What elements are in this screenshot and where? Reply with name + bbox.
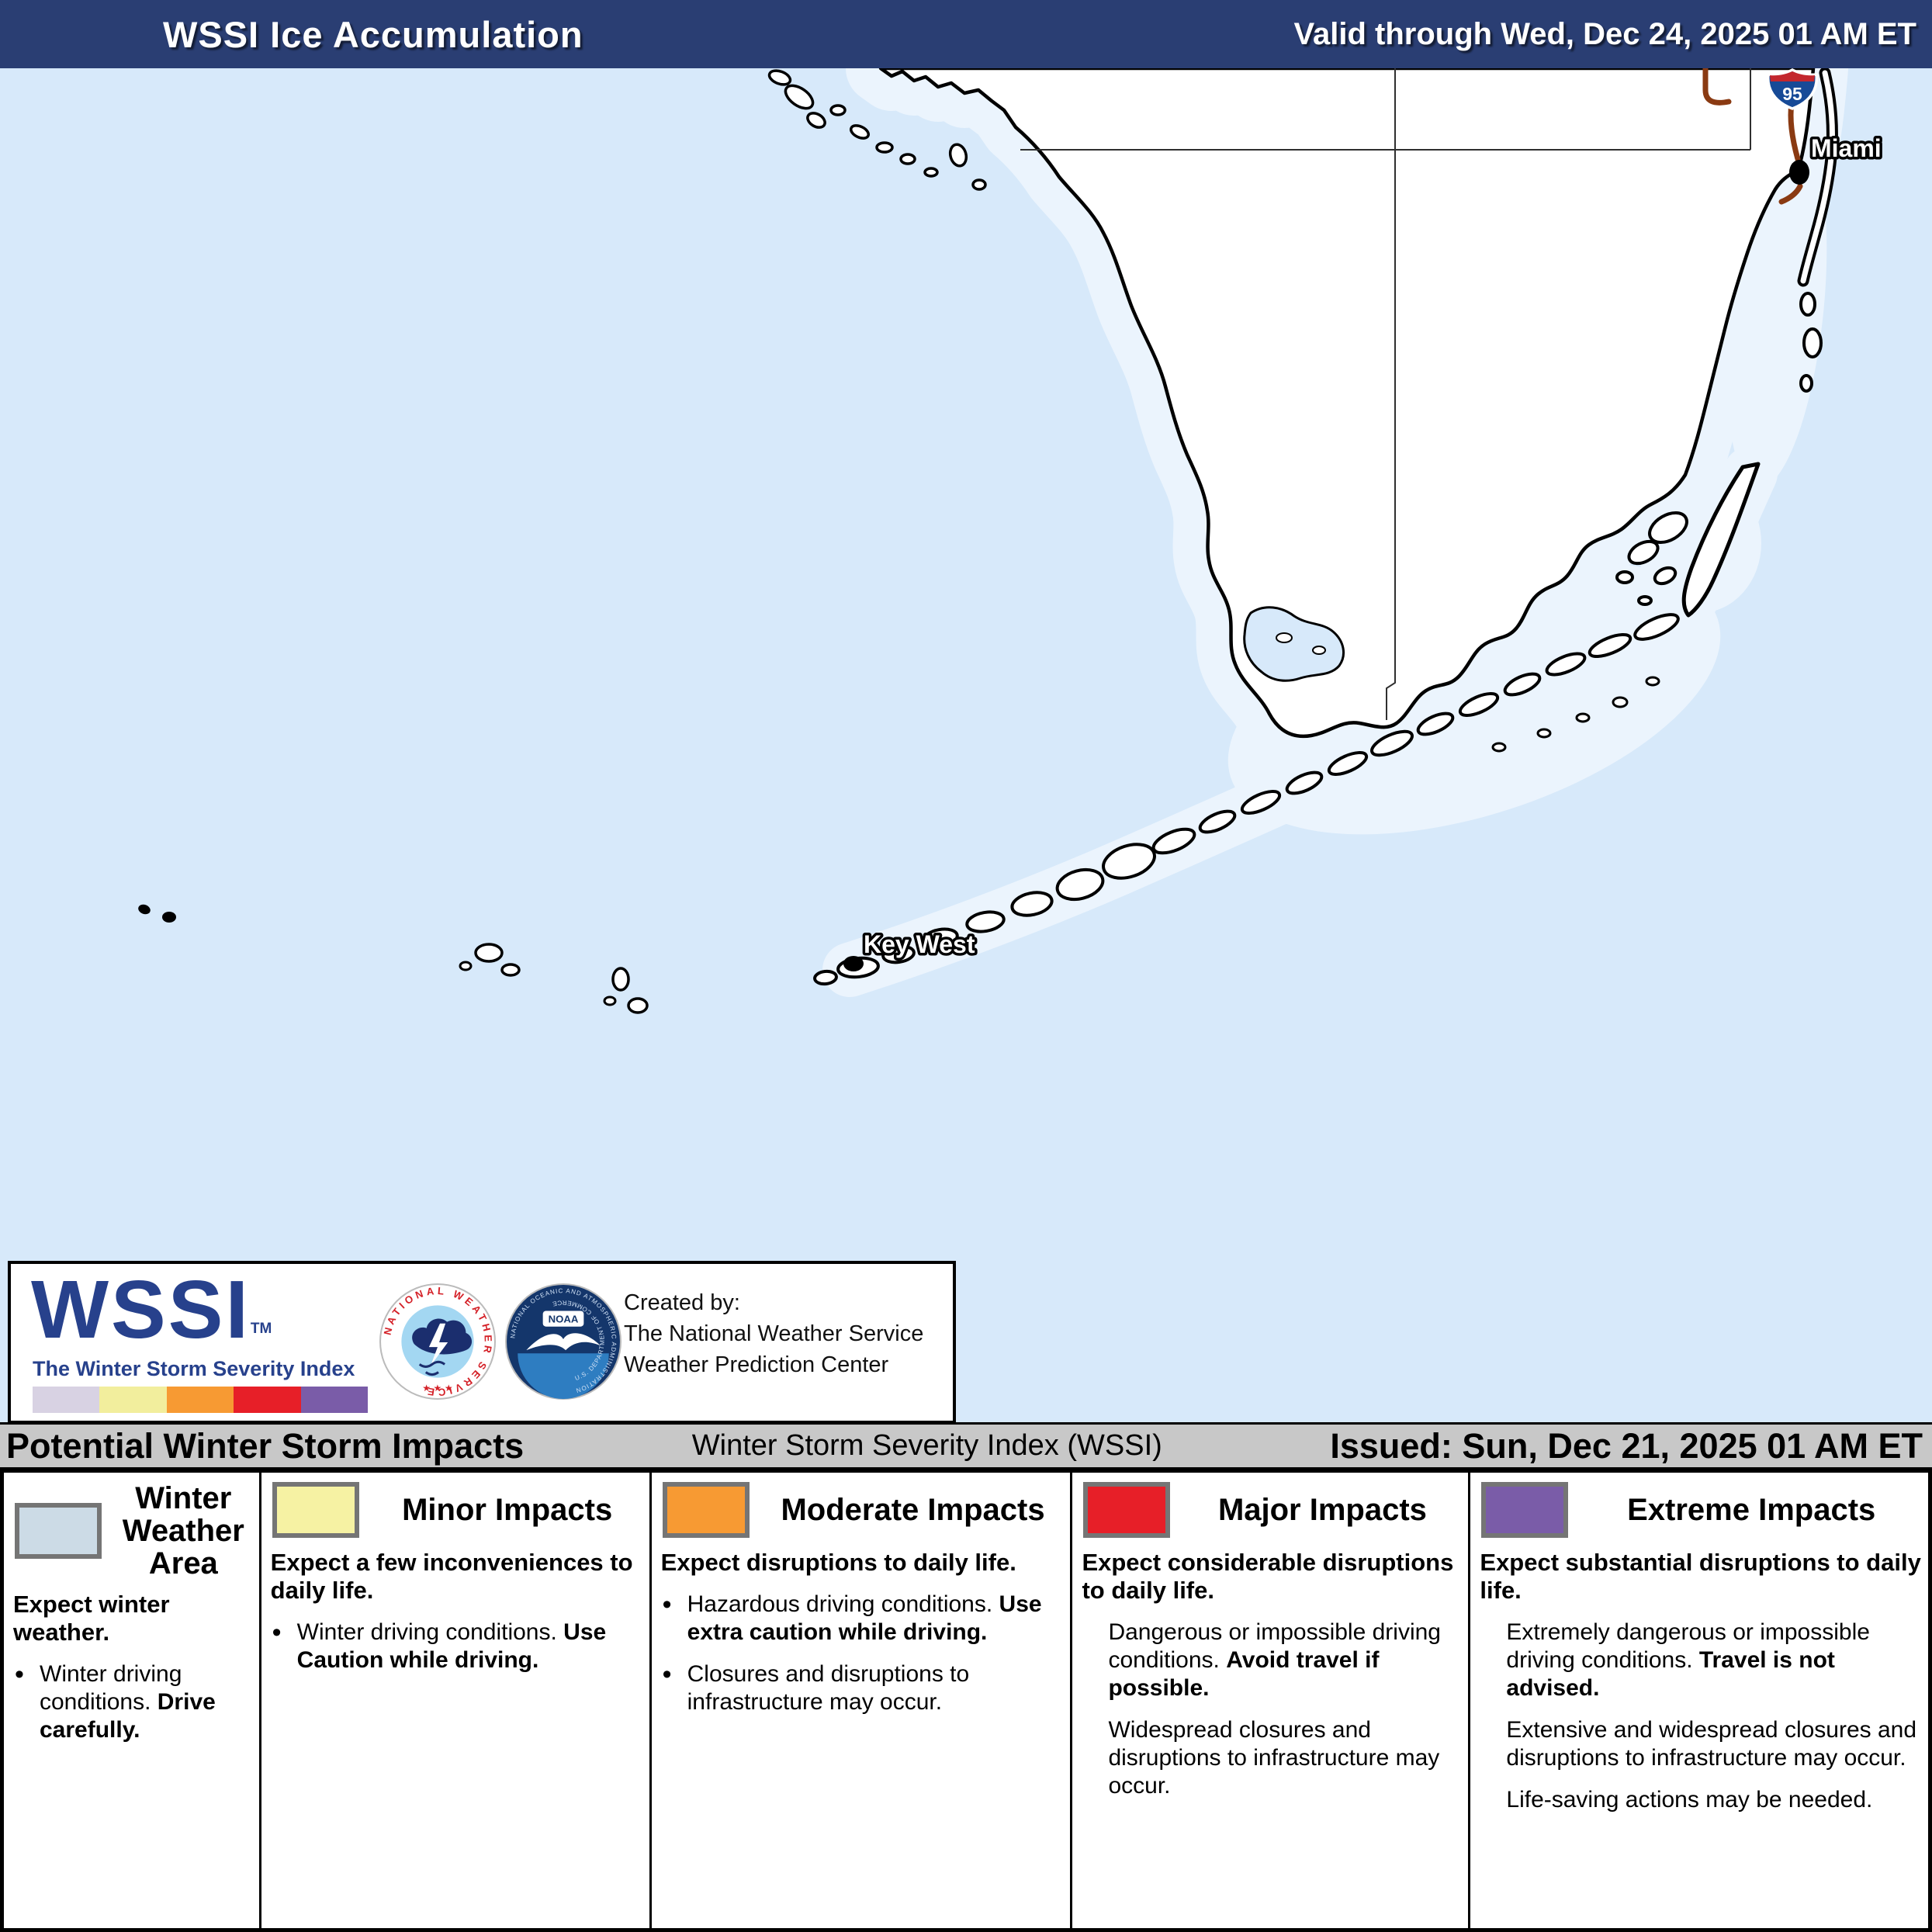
wssi-logo-box: WSSITM The Winter Storm Severity Index N… <box>8 1261 956 1424</box>
legend-item: • Winter driving conditions. Use Caution … <box>272 1617 607 1673</box>
key-west-dot <box>843 956 864 971</box>
outer-islands <box>138 904 649 1014</box>
created-by-line: The National Weather Service <box>624 1321 924 1347</box>
legend-items: • Winter driving conditions. Drive carefu… <box>4 1660 259 1744</box>
legend-items: Dangerous or impossible driving conditio… <box>1072 1619 1468 1800</box>
legend-items: • Winter driving conditions. Use Caution … <box>261 1617 649 1674</box>
extreme-impacts-swatch <box>1481 1482 1569 1538</box>
created-by-block: Created by: The National Weather Service… <box>624 1287 923 1380</box>
page-title: WSSI Ice Accumulation <box>163 13 583 55</box>
legend-lead: Expect winter weather. <box>13 1591 170 1646</box>
legend-lead: Expect substantial disruptions to daily … <box>1480 1549 1921 1604</box>
legend-title: Moderate Impacts <box>781 1493 1045 1527</box>
legend-column-winter-weather: Winter Weather Area Expect winter weathe… <box>4 1473 261 1928</box>
nws-logo-icon: NATIONAL WEATHER SERVICE ★ ★ ★ <box>379 1283 496 1400</box>
major-impacts-swatch <box>1083 1482 1171 1538</box>
impacts-legend: Winter Weather Area Expect winter weathe… <box>0 1473 1932 1932</box>
county-lines <box>1020 68 1751 720</box>
wssi-wordmark: WSSITM <box>31 1264 272 1356</box>
ten-thousand-islands <box>767 69 987 191</box>
trademark: TM <box>250 1321 272 1337</box>
city-label-miami: Miami <box>1811 134 1882 162</box>
wssi-strip-segment <box>33 1387 100 1413</box>
legend-item: Dangerous or impossible driving conditio… <box>1108 1619 1441 1701</box>
city-label-key-west: Key West <box>864 930 975 958</box>
title-bar: WSSI Ice Accumulation Valid through Wed,… <box>0 0 1932 68</box>
noaa-logo-icon: NOAA NATIONAL OCEANIC AND ATMOSPHERIC AD… <box>505 1283 621 1400</box>
created-by-line: Created by: <box>624 1290 740 1315</box>
minor-impacts-swatch <box>272 1482 359 1538</box>
miami-dot <box>1789 160 1809 185</box>
interstate-95-shield: 95 <box>1767 68 1818 110</box>
info-bar: Potential Winter Storm Impacts Winter St… <box>0 1422 1932 1473</box>
legend-title: Minor Impacts <box>402 1493 613 1527</box>
wssi-map: 95 Miami Key West <box>0 68 1932 1422</box>
wssi-tagline: The Winter Storm Severity Index <box>33 1357 355 1380</box>
legend-lead: Expect disruptions to daily life. <box>660 1549 1016 1576</box>
legend-items: Extremely dangerous or impossible drivin… <box>1470 1619 1928 1814</box>
legend-title: Major Impacts <box>1217 1493 1427 1527</box>
wssi-strip-segment <box>234 1387 301 1413</box>
wssi-strip-segment <box>99 1387 167 1413</box>
legend-item: Widespread closures and disruptions to i… <box>1108 1716 1440 1799</box>
legend-item: Life-saving actions may be needed. <box>1506 1786 1873 1813</box>
shield-number: 95 <box>1782 84 1802 104</box>
legend-title: Extreme Impacts <box>1627 1493 1876 1527</box>
wssi-color-strip <box>33 1387 369 1413</box>
legend-column-major: Major Impacts Expect considerable disrup… <box>1072 1473 1471 1928</box>
issued-text: Issued: Sun, Dec 21, 2025 01 AM ET <box>1330 1425 1923 1466</box>
dry-tortugas <box>138 904 151 915</box>
wssi-strip-segment <box>300 1387 369 1413</box>
nws-stars: ★ ★ ★ <box>422 1383 452 1394</box>
legend-item: • Winter driving conditions. Drive carefu… <box>15 1659 216 1743</box>
whitewater-bay <box>1243 606 1345 682</box>
legend-column-minor: Minor Impacts Expect a few inconvenience… <box>261 1473 652 1928</box>
legend-item: Extremely dangerous or impossible drivin… <box>1506 1619 1870 1701</box>
info-bar-title: Potential Winter Storm Impacts <box>6 1425 525 1466</box>
legend-item: • Closures and disruptions to infrastruct… <box>662 1659 970 1715</box>
noaa-label: NOAA <box>549 1314 579 1325</box>
winter-weather-swatch <box>15 1503 102 1559</box>
legend-title: Winter Weather Area <box>122 1481 244 1581</box>
legend-item: • Hazardous driving conditions. Use extra… <box>662 1589 1042 1645</box>
legend-items: • Hazardous driving conditions. Use extra… <box>652 1589 1071 1716</box>
created-by-line: Weather Prediction Center <box>624 1352 889 1378</box>
wssi-strip-segment <box>166 1387 234 1413</box>
florida-keys <box>813 462 1761 986</box>
legend-column-extreme: Extreme Impacts Expect substantial disru… <box>1470 1473 1928 1928</box>
barrier-islands <box>1801 73 1832 393</box>
legend-lead: Expect considerable disruptions to daily… <box>1082 1549 1454 1604</box>
valid-through-text: Valid through Wed, Dec 24, 2025 01 AM ET <box>1293 16 1916 51</box>
legend-lead: Expect a few inconveniences to daily lif… <box>270 1549 633 1604</box>
moderate-impacts-swatch <box>662 1482 750 1538</box>
legend-column-moderate: Moderate Impacts Expect disruptions to d… <box>652 1473 1073 1928</box>
info-bar-subtitle: Winter Storm Severity Index (WSSI) <box>691 1429 1162 1462</box>
legend-item: Extensive and widespread closures and di… <box>1506 1716 1917 1771</box>
